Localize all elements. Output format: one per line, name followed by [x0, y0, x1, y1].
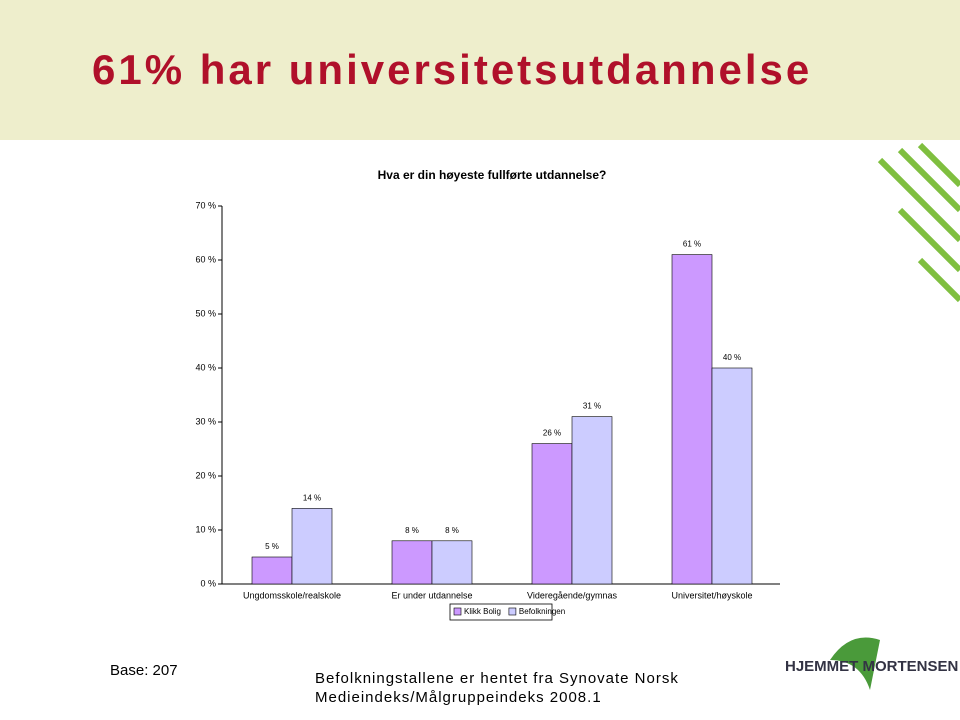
- bar: [711, 367, 753, 585]
- logo-text: HJEMMET MORTENSEN: [785, 658, 958, 675]
- y-tick-label: 70 %: [195, 200, 216, 210]
- x-tick-label: Ungdomsskole/realskole: [243, 590, 341, 600]
- y-tick-label: 30 %: [195, 416, 216, 426]
- bar: [571, 416, 613, 585]
- value-label: 61 %: [683, 240, 701, 249]
- value-label: 14 %: [303, 494, 321, 503]
- y-tick-label: 20 %: [195, 470, 216, 480]
- value-label: 40 %: [723, 353, 741, 362]
- y-tick-label: 40 %: [195, 362, 216, 372]
- slide-title: 61% har universitetsutdannelse: [92, 46, 812, 93]
- bar: [291, 508, 333, 585]
- legend-box: [449, 603, 553, 621]
- source-text: Befolkningstallene er hentet fra Synovat…: [315, 670, 679, 687]
- legend-label: Befolkningen: [519, 607, 565, 616]
- bar: [251, 556, 293, 585]
- bar: [391, 540, 433, 585]
- y-tick-label: 50 %: [195, 308, 216, 318]
- logo-mark: [830, 637, 880, 690]
- value-label: 8 %: [445, 526, 459, 535]
- chart-title: Hva er din høyeste fullførte utdannelse?: [378, 168, 607, 182]
- base-text: Base: 207: [110, 662, 178, 679]
- title-banner: [0, 0, 960, 140]
- bar: [531, 443, 573, 585]
- legend-swatch: [508, 607, 517, 616]
- decor-stripes: [877, 142, 960, 303]
- y-tick-label: 0 %: [200, 578, 216, 588]
- bar: [671, 254, 713, 585]
- y-tick-label: 60 %: [195, 254, 216, 264]
- value-label: 8 %: [405, 526, 419, 535]
- value-label: 26 %: [543, 429, 561, 438]
- legend-swatch: [453, 607, 462, 616]
- y-tick-label: 10 %: [195, 524, 216, 534]
- x-tick-label: Universitet/høyskole: [671, 590, 752, 600]
- legend-label: Klikk Bolig: [464, 607, 501, 616]
- value-label: 31 %: [583, 402, 601, 411]
- x-tick-label: Er under utdannelse: [391, 590, 472, 600]
- source-text: Medieindeks/Målgruppeindeks 2008.1: [315, 689, 602, 706]
- x-tick-label: Videregående/gymnas: [527, 590, 617, 600]
- bar: [431, 540, 473, 585]
- value-label: 5 %: [265, 542, 279, 551]
